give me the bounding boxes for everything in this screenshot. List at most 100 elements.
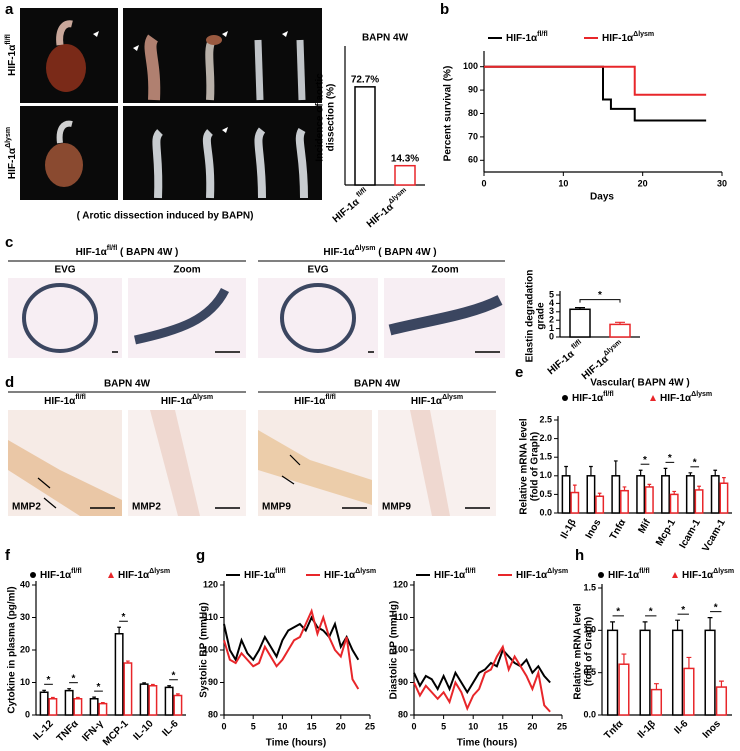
label-part: IL-10 (131, 718, 156, 743)
image-label: MMP2 (12, 502, 41, 513)
bar (123, 662, 133, 716)
bar (639, 629, 651, 716)
label-part: HIF-1α (324, 570, 356, 581)
y-axis-label: Percent survival (%) (443, 66, 454, 162)
x-tick-label: Tnfα (602, 718, 626, 742)
label-part: HIF-1α (76, 247, 108, 258)
panel-label: b (440, 1, 449, 18)
label-part: Δlysm (603, 339, 624, 358)
bar (644, 486, 654, 514)
label-part: Δlysm (355, 568, 376, 575)
x-tick-label: 15 (498, 721, 508, 731)
y-tick-label: 90 (208, 677, 218, 687)
y-tick-label: 120 (393, 579, 408, 589)
label-part: HIF-1α (294, 396, 326, 407)
x-tick-label: 0 (411, 721, 416, 731)
error-bar (686, 656, 692, 669)
y-tick-label: 4 (549, 298, 554, 308)
group-label: HIF-1αfl/fl (294, 394, 336, 406)
label-part: fl/fl (107, 245, 118, 252)
error-bar (647, 483, 652, 487)
label-part: HIF-1α (506, 33, 538, 44)
label-part: Il-1β (559, 517, 579, 540)
label-part: Δlysm (633, 31, 654, 38)
legend-label: HIF-1αΔlysm (118, 568, 170, 580)
bar (39, 691, 49, 716)
y-tick-label: 30 (20, 612, 30, 622)
x-tick-label: 20 (638, 178, 648, 188)
error-bar (707, 617, 713, 631)
x-tick-label: Mif (636, 517, 653, 536)
label-part: HIF-1α (244, 570, 276, 581)
error-bar (42, 689, 46, 693)
significance-bracket (579, 299, 621, 303)
series-line (413, 644, 551, 713)
y-tick-label: 80 (468, 108, 478, 118)
x-tick-label: Inos (700, 718, 723, 741)
bar (611, 475, 621, 514)
y-axis-label: Relative mRNA level (573, 603, 584, 700)
series-line (484, 65, 707, 96)
label-part: Δlysm (442, 394, 463, 401)
bar (704, 629, 716, 716)
label-part: Tnfα (602, 718, 626, 742)
chart-title: Vascular( BAPN 4W ) (590, 378, 689, 389)
y-axis-label: (fold of Graph) (530, 432, 541, 501)
error-bar (572, 484, 577, 493)
image-label: MMP2 (132, 502, 161, 513)
y-tick-label: 90 (398, 677, 408, 687)
x-tick-label: 0 (221, 721, 226, 731)
x-tick-label: Icam-1 (677, 517, 703, 550)
legend-label: HIF-1αfl/fl (572, 391, 614, 403)
label-part: HIF-1α (546, 347, 579, 377)
bar (64, 689, 74, 716)
legend-label: HIF-1αfl/fl (608, 568, 650, 580)
group-label: HIF-1αΔlysm (411, 394, 463, 406)
label-part: Δlysm (547, 568, 568, 575)
legend-swatch (30, 572, 36, 578)
photo-grid-a (20, 8, 322, 200)
label-part: IL-12 (31, 718, 56, 743)
y-axis-label: Diastolic BP (mmHg) (389, 601, 400, 700)
x-tick-label: Il-1β (559, 517, 579, 540)
group-header: HIF-1αΔlysm ( BAPN 4W ) (323, 245, 436, 257)
bar (685, 475, 695, 514)
label-part: Δlysm (149, 568, 170, 575)
y-tick-label: 20 (20, 644, 30, 654)
error-bar (622, 486, 627, 491)
significance-label: * (72, 673, 76, 684)
significance-label: * (172, 670, 176, 681)
label-part: IL-6 (160, 718, 181, 739)
label-part: Δlysm (355, 245, 376, 252)
y-tick-label: 1.0 (539, 470, 552, 480)
label-part: fl/fl (5, 34, 12, 45)
error-bar (176, 693, 180, 696)
bar (606, 629, 619, 716)
label-part: ( BAPN 4W ) (117, 247, 178, 258)
y-tick-label: 1.0 (583, 625, 596, 635)
y-axis-label: Systolic BP (mmHg) (199, 602, 210, 697)
chart-title: BAPN 4W (362, 33, 409, 44)
x-tick-label: Mcp-1 (654, 517, 678, 548)
significance-label: * (693, 457, 697, 468)
row-label: HIF-1αfl/fl (5, 34, 17, 76)
x-tick-label: Inos (583, 517, 603, 541)
y-tick-label: 120 (203, 579, 218, 589)
y-tick-label: 1 (549, 323, 554, 333)
label-part: Δlysm (388, 187, 409, 206)
x-tick-label: HIF-1αΔlysm (364, 187, 412, 230)
y-tick-label: 10 (20, 677, 30, 687)
series-line (413, 648, 551, 695)
error-bar (621, 653, 627, 665)
x-tick-label: TNFα (55, 718, 81, 744)
y-axis-label: Incidence of aortic (315, 73, 326, 162)
label-part: HIF-1α (411, 396, 443, 407)
series-line (484, 65, 707, 122)
bar (618, 663, 630, 716)
bar (595, 495, 605, 514)
label-part: HIF-1α (516, 570, 548, 581)
value-label: 14.3% (391, 153, 419, 164)
label-part: fl/fl (71, 568, 82, 575)
label-part: HIF-1α (682, 570, 714, 581)
y-tick-label: 0.0 (583, 709, 596, 719)
